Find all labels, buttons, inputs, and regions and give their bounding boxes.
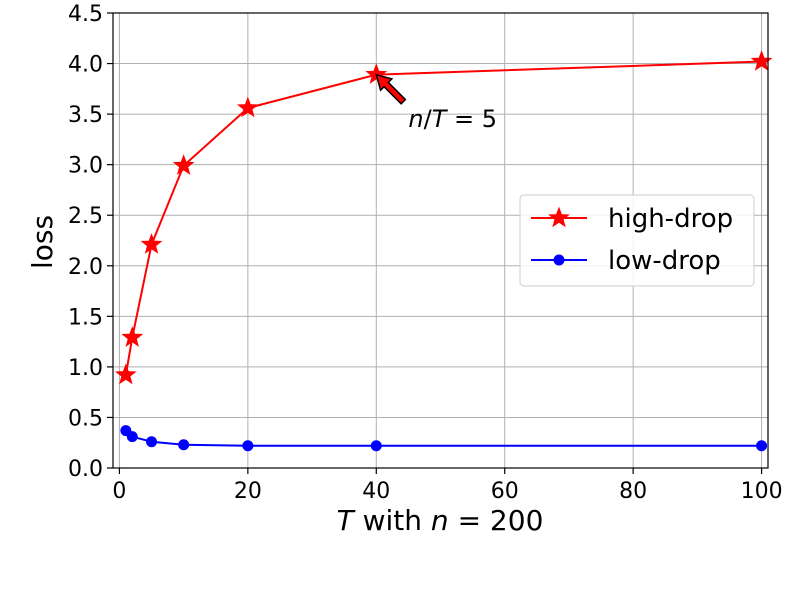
legend: high-drop low-drop — [519, 194, 755, 287]
data-point-low-drop — [178, 439, 190, 451]
x-tick-label: 0 — [112, 479, 126, 504]
data-point-low-drop — [370, 440, 382, 452]
data-point-low-drop — [242, 440, 254, 452]
legend-items: high-drop low-drop — [531, 204, 733, 276]
y-tick-label: 4.0 — [68, 53, 103, 78]
data-point-high-drop — [114, 363, 137, 385]
data-point-high-drop — [172, 154, 195, 175]
legend-marker-low-drop — [553, 254, 565, 266]
x-tick-label: 60 — [491, 479, 519, 504]
x-tick-label: 40 — [362, 479, 390, 504]
y-tick-label: 3.5 — [68, 103, 103, 128]
annotation: n/T = 5 — [375, 73, 497, 133]
y-axis-ticks: 0.0 0.5 1.0 1.5 2.0 2.5 3.0 3.5 4.0 4.5 — [68, 2, 113, 482]
y-axis-label: loss — [26, 215, 59, 269]
legend-label-high-drop: high-drop — [608, 204, 733, 234]
data-point-high-drop — [121, 326, 144, 347]
y-tick-label: 1.0 — [68, 356, 103, 381]
data-point-high-drop — [236, 96, 259, 118]
legend-marker-high-drop — [548, 206, 570, 228]
data-point-low-drop — [126, 431, 138, 443]
data-point-low-drop — [756, 440, 768, 452]
series-markers — [114, 50, 773, 452]
legend-label-low-drop: low-drop — [608, 246, 721, 276]
data-point-low-drop — [146, 436, 158, 448]
data-point-high-drop — [365, 63, 388, 84]
x-tick-label: 100 — [741, 479, 783, 504]
y-tick-label: 1.5 — [68, 305, 103, 330]
x-tick-label: 80 — [619, 479, 647, 504]
x-tick-label: 20 — [234, 479, 262, 504]
y-tick-label: 2.5 — [68, 204, 103, 229]
plot-frame — [112, 12, 769, 469]
annotation-arrow — [375, 73, 407, 105]
y-tick-label: 3.0 — [68, 154, 103, 179]
y-tick-label: 4.5 — [68, 2, 103, 27]
x-axis-ticks: 0 20 40 60 80 100 — [112, 468, 783, 504]
y-tick-label: 0.0 — [68, 457, 103, 482]
y-tick-label: 2.0 — [68, 255, 103, 280]
annotation-text: n/T = 5 — [408, 105, 497, 133]
x-axis-label: T with n = 200 — [337, 504, 544, 537]
data-point-high-drop — [750, 50, 773, 71]
y-tick-label: 0.5 — [68, 406, 103, 431]
data-point-high-drop — [140, 233, 163, 254]
